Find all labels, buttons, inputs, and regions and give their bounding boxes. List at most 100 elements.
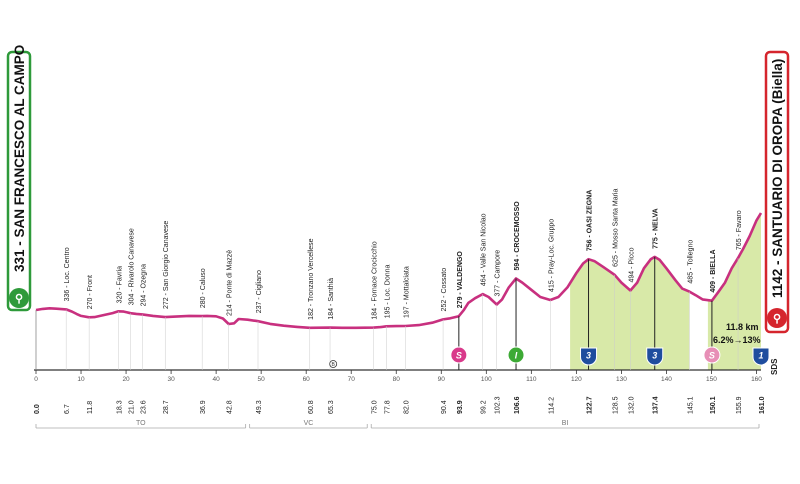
place-label: 184 - Santhià: [328, 278, 335, 320]
place-label: 252 - Cossato: [441, 268, 448, 312]
kom-marker-icon: [752, 347, 770, 366]
province-label: BI: [562, 420, 569, 427]
axis-tick-label: 60: [303, 376, 311, 383]
place-label: 625 - Mosso Santa Maria: [613, 189, 620, 267]
axis-tick-label: 40: [213, 376, 221, 383]
sector-marker-icon: [329, 360, 338, 368]
axis-tick-label: 90: [438, 376, 446, 383]
place-label: 594 - CROCEMOSSO: [514, 201, 521, 271]
sprint-marker-icon: [450, 346, 468, 364]
place-label: 485 - Tollegno: [687, 240, 694, 284]
place-label: 182 - Tronzano Vercellese: [308, 238, 315, 319]
start-box: 331 - SAN FRANCESCO AL CAMPO ⚲: [6, 45, 32, 312]
place-km-label: 42.8: [227, 400, 234, 414]
place-label: 775 - NELVA: [653, 208, 660, 249]
place-km-label: 11.8: [87, 401, 94, 414]
finish-climb-info: 11.8 km 6.2%→13%: [713, 322, 761, 345]
bicycle-icon: [9, 288, 29, 308]
start-box-frame: [6, 50, 32, 312]
place-label: 756 - OASI ZEGNA: [587, 190, 594, 251]
marker-symbol: 3: [652, 351, 657, 361]
place-km-label: 102.3: [495, 396, 502, 414]
axis-tick-label: 130: [616, 376, 627, 383]
axis-tick-label: 70: [348, 376, 356, 383]
place-km-label: 18.3: [116, 400, 123, 414]
sprint_intermediate-marker-icon: [507, 346, 525, 364]
axis-tick-label: 150: [706, 376, 717, 383]
place-km-label: 99.2: [481, 400, 488, 414]
finish-box-frame: [764, 50, 790, 334]
place-label: 237 - Cigliano: [256, 270, 263, 313]
axis-tick-label: 80: [393, 376, 401, 383]
kom-marker-icon: [646, 347, 664, 366]
place-label: 765 - Favaro: [736, 210, 743, 250]
place-km-label: 49.3: [256, 400, 263, 414]
place-label: 464 - Valle San Nicolao: [481, 213, 488, 286]
final-km-label: 161.0: [759, 396, 766, 414]
place-km-label: 23.6: [140, 400, 147, 414]
place-km-label: 82.0: [403, 400, 410, 414]
axis-tick-label: 20: [122, 376, 130, 383]
axis-tick-label: 160: [751, 376, 762, 383]
place-label: 214 - Ponte di Mazzè: [227, 250, 234, 316]
climb-fill-3: [707, 213, 761, 370]
place-km-label: 132.0: [628, 396, 635, 414]
place-km-label: 150.1: [710, 396, 717, 414]
place-label: 195 - Loc. Donna: [384, 264, 391, 318]
place-km-label: 93.9: [457, 400, 464, 414]
place-km-label: 6.7: [64, 404, 71, 414]
place-km-label: 60.8: [308, 400, 315, 414]
place-km-label: 155.9: [736, 396, 743, 414]
marker-symbol: I: [515, 351, 518, 361]
climb-fill-1: [570, 259, 631, 370]
axis-tick-label: 30: [167, 376, 175, 383]
finish-bicycle-icon: [767, 308, 787, 328]
place-km-label: 75.0: [372, 400, 379, 414]
marker-symbol: S: [709, 351, 715, 361]
place-label: 294 - Ozegna: [140, 264, 147, 307]
marker-symbol: 1: [758, 351, 763, 361]
start-label: 331 - SAN FRANCESCO AL CAMPO: [12, 45, 27, 272]
kom-marker-icon: [580, 347, 598, 366]
province-label: VC: [304, 420, 314, 427]
place-km-label: 77.8: [384, 400, 391, 414]
finish-bicycle-icon-glyph: ⚲: [773, 313, 781, 325]
place-km-label: 137.4: [653, 396, 660, 414]
place-km-label: 122.7: [587, 396, 594, 414]
place-label: 270 - Front: [87, 275, 94, 309]
place-km-label: 128.5: [613, 396, 620, 414]
sds-label: SDS: [770, 358, 779, 375]
province-label: TO: [136, 420, 146, 427]
place-km-label: 21.0: [129, 400, 136, 414]
start-km-label: 0.0: [34, 404, 41, 414]
axis-tick-label: 110: [526, 376, 537, 383]
place-label: 272 - San Giorgio Canavese: [163, 221, 170, 309]
finish-climb-length: 11.8 km: [726, 322, 759, 332]
place-label: 320 - Favria: [116, 266, 123, 303]
finish-label: 1142 - SANTUARIO DI OROPA (Biella): [770, 59, 785, 298]
axis-tick-label: 0: [34, 376, 38, 383]
place-km-label: 106.6: [514, 396, 521, 414]
place-label: 494 - Picco: [628, 247, 635, 282]
place-label: 279 - VALDENGO: [457, 251, 464, 309]
place-label: 377 - Campore: [495, 250, 502, 297]
place-km-label: 65.3: [328, 400, 335, 414]
marker-symbol: 3: [586, 351, 591, 361]
marker-symbol: S: [456, 351, 462, 361]
finish-box: 1142 - SANTUARIO DI OROPA (Biella) ⚲: [764, 50, 790, 334]
place-label: 280 - Caluso: [200, 268, 207, 308]
sector-marker-symbol: B: [332, 362, 336, 368]
place-km-label: 90.4: [441, 400, 448, 414]
place-label: 415 - Pray-Loc. Gruppo: [548, 219, 555, 292]
place-km-label: 36.9: [200, 400, 207, 414]
place-km-label: 28.7: [163, 400, 170, 414]
place-label: 304 - Rivarolo Canavese: [129, 228, 136, 305]
place-km-label: 114.2: [548, 397, 555, 414]
place-label: 197 - Mottalciata: [403, 266, 410, 318]
place-km-label: 145.1: [687, 396, 694, 414]
axis-tick-label: 50: [258, 376, 266, 383]
bonus-marker-icon: [703, 346, 721, 364]
profile-area: 0 10 20 30 40 50 60 70 80 90 100 110 120 130 140 150 160…: [34, 189, 770, 429]
axis-tick-label: 120: [571, 376, 582, 383]
